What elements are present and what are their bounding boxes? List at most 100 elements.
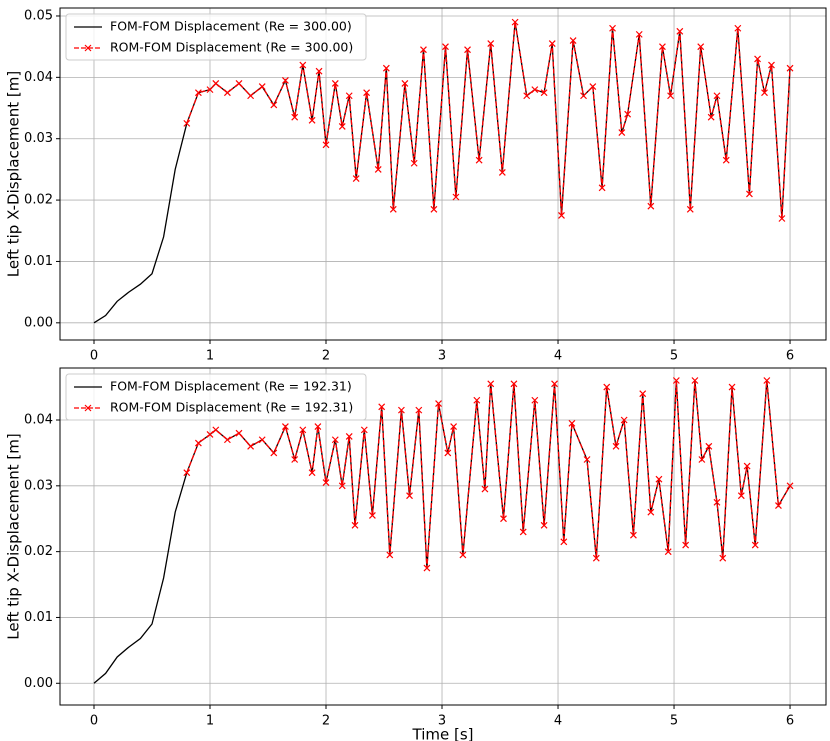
x-axis-label: Time [s]	[412, 726, 474, 741]
marker	[473, 396, 481, 404]
marker	[728, 383, 736, 391]
marker	[655, 475, 663, 483]
marker	[345, 433, 353, 440]
data-line	[186, 380, 791, 569]
marker	[415, 406, 423, 414]
y-tick-label: 0.05	[24, 8, 53, 23]
marker	[743, 462, 751, 470]
marker	[639, 390, 647, 398]
x-tick-label: 2	[322, 349, 330, 364]
legend-label: FOM-FOM Displacement (Re = 192.31)	[110, 379, 352, 394]
marker	[768, 61, 775, 69]
marker	[713, 92, 721, 100]
marker	[540, 89, 548, 97]
marker	[603, 383, 611, 391]
marker	[754, 55, 761, 63]
axes-frame	[59, 7, 827, 341]
marker	[291, 456, 299, 463]
x-tick-label: 5	[670, 714, 678, 729]
marker	[624, 110, 632, 118]
marker	[459, 551, 467, 559]
marker	[331, 80, 339, 87]
x-tick-label: 2	[322, 714, 330, 729]
marker	[481, 485, 489, 493]
x-tick-label: 6	[786, 349, 794, 364]
marker	[598, 184, 606, 192]
marker	[386, 551, 394, 559]
x-tick-label: 0	[90, 349, 98, 364]
marker	[322, 479, 330, 486]
y-axis-label: Left tip X-Displacement [m]	[5, 433, 23, 639]
y-axis-label: Left tip X-Displacement [m]	[5, 71, 23, 277]
x-tick-label: 1	[206, 349, 214, 364]
y-tick-label: 0.03	[24, 478, 53, 493]
marker	[686, 205, 694, 213]
marker	[676, 27, 684, 35]
marker	[664, 548, 672, 556]
marker	[487, 40, 495, 48]
marker	[363, 89, 371, 97]
marker	[580, 92, 587, 100]
marker	[620, 416, 628, 424]
marker	[299, 61, 307, 69]
marker	[519, 528, 527, 536]
axes-frame	[59, 367, 827, 706]
marker	[722, 156, 730, 164]
marker	[378, 403, 386, 411]
marker	[315, 67, 323, 75]
marker	[308, 116, 316, 124]
marker	[352, 175, 360, 183]
marker	[612, 442, 620, 450]
marker	[647, 508, 655, 516]
marker	[682, 541, 690, 549]
marker	[450, 423, 458, 431]
marker	[435, 400, 442, 407]
legend-label: ROM-FOM Displacement (Re = 192.31)	[110, 400, 353, 415]
marker	[778, 215, 786, 222]
marker	[382, 64, 390, 72]
marker	[247, 92, 255, 100]
marker	[734, 24, 742, 32]
series	[183, 377, 794, 572]
marker	[351, 521, 359, 529]
marker	[206, 431, 214, 438]
marker	[270, 449, 278, 457]
y-tick-label: 0.01	[24, 610, 53, 625]
marker	[531, 396, 539, 404]
marker	[401, 80, 409, 87]
marker	[511, 18, 519, 26]
marker	[540, 521, 548, 529]
marker	[763, 377, 771, 384]
marker	[212, 80, 220, 87]
marker	[183, 119, 191, 127]
marker	[368, 512, 376, 519]
marker	[360, 426, 368, 434]
marker	[194, 89, 202, 97]
marker	[374, 165, 382, 173]
marker	[786, 64, 794, 72]
marker	[775, 502, 782, 509]
marker	[487, 380, 495, 388]
marker	[510, 380, 518, 388]
legend-box	[65, 13, 367, 61]
marker	[548, 40, 556, 48]
marker	[500, 515, 507, 523]
x-tick-label: 4	[554, 714, 562, 729]
y-tick-label: 0.02	[24, 544, 53, 559]
marker	[258, 83, 266, 90]
marker	[423, 564, 431, 572]
marker	[698, 456, 706, 463]
marker	[281, 423, 289, 431]
y-tick-label: 0.04	[24, 412, 53, 427]
marker	[786, 482, 794, 490]
y-tick-label: 0.00	[24, 315, 53, 330]
marker	[406, 492, 413, 500]
marker	[281, 76, 289, 84]
marker	[322, 141, 330, 149]
marker	[212, 426, 220, 434]
marker	[647, 202, 655, 210]
marker	[389, 205, 397, 213]
marker	[751, 541, 759, 549]
marker	[223, 89, 231, 97]
